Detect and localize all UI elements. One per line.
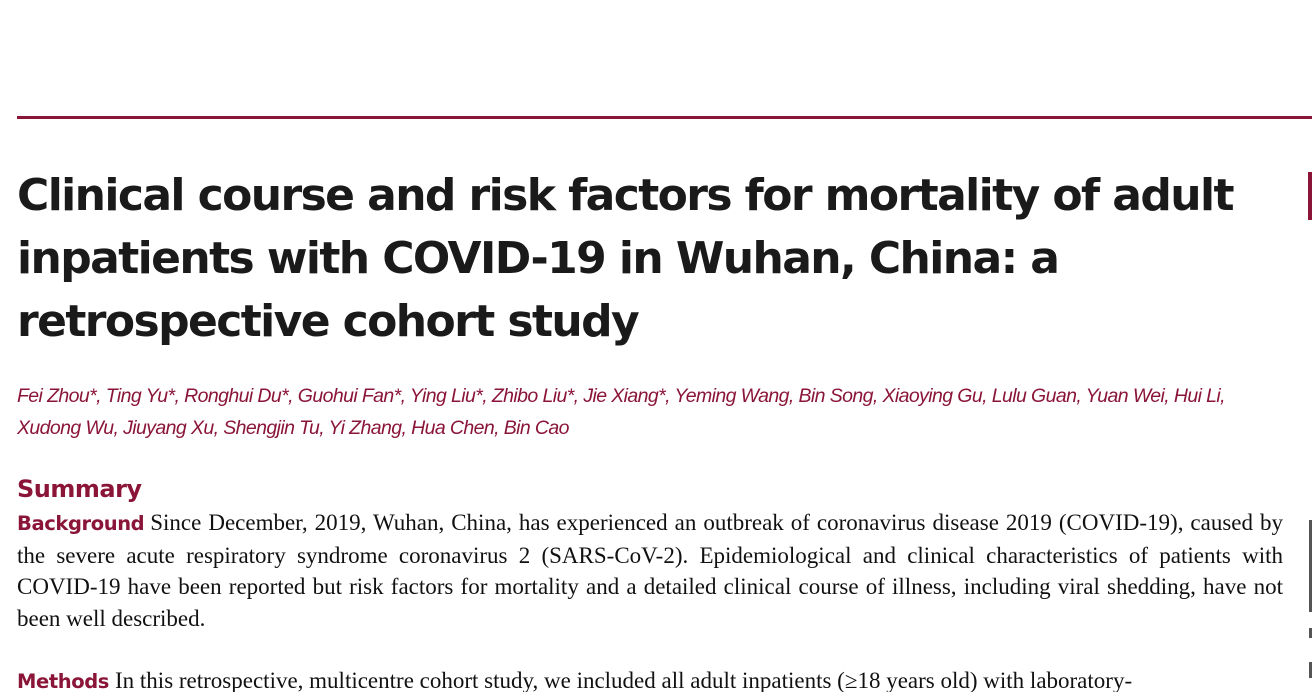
margin-fragment	[1309, 662, 1312, 678]
article-title: Clinical course and risk factors for mor…	[17, 170, 1234, 347]
margin-fragment	[1309, 520, 1312, 612]
methods-label: Methods	[17, 670, 109, 692]
background-paragraph: Background Since December, 2019, Wuhan, C…	[17, 507, 1283, 634]
header-rule	[17, 116, 1312, 119]
background-text: Since December, 2019, Wuhan, China, has …	[17, 510, 1283, 631]
author-list[interactable]: Fei Zhou*, Ting Yu*, Ronghui Du*, Guohui…	[17, 385, 1226, 439]
methods-paragraph: Methods In this retrospective, multicentr…	[17, 665, 1283, 692]
background-label: Background	[17, 512, 145, 535]
margin-fragment	[1308, 172, 1312, 220]
summary-heading: Summary	[17, 475, 142, 503]
margin-fragment	[1309, 628, 1312, 638]
methods-text: In this retrospective, multicentre cohor…	[115, 668, 1133, 692]
